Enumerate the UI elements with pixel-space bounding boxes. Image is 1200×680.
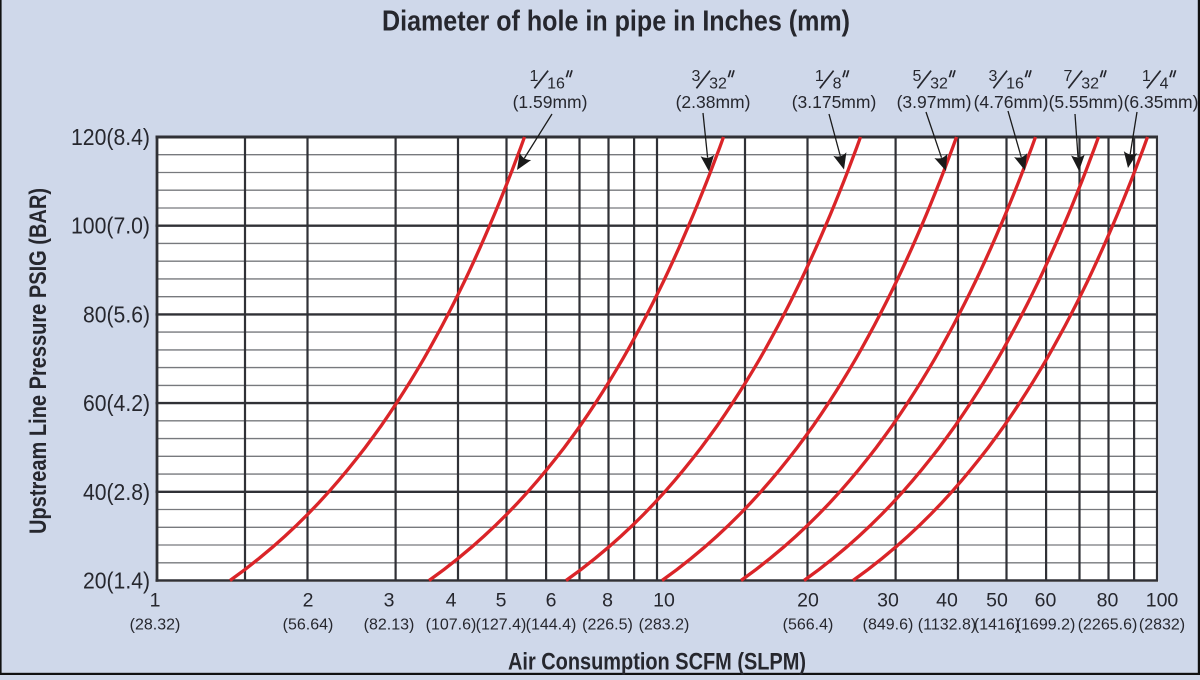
svg-text:(127.4): (127.4) xyxy=(476,617,527,634)
svg-text:(566.4): (566.4) xyxy=(783,617,834,634)
svg-text:40: 40 xyxy=(936,590,958,612)
svg-text:10: 10 xyxy=(653,590,675,612)
svg-text:(4.76mm): (4.76mm) xyxy=(974,92,1049,112)
svg-text:Upstream Line Pressure PSIG (B: Upstream Line Pressure PSIG (BAR) xyxy=(25,188,52,534)
svg-text:32: 32 xyxy=(709,75,727,92)
svg-text:Diameter of hole in pipe in In: Diameter of hole in pipe in Inches (mm) xyxy=(382,6,850,38)
svg-text:60(4.2): 60(4.2) xyxy=(83,390,150,416)
svg-text:20(1.4): 20(1.4) xyxy=(83,568,150,594)
svg-text:(107.6): (107.6) xyxy=(426,617,477,634)
svg-text:100(7.0): 100(7.0) xyxy=(71,213,150,239)
svg-text:(2265.6): (2265.6) xyxy=(1078,617,1138,634)
svg-text:1: 1 xyxy=(530,68,539,85)
svg-text:(2.38mm): (2.38mm) xyxy=(676,92,751,112)
svg-text:(3.97mm): (3.97mm) xyxy=(897,92,972,112)
svg-text:3: 3 xyxy=(384,590,395,612)
svg-text:7: 7 xyxy=(1064,68,1073,85)
svg-text:8: 8 xyxy=(602,590,613,612)
svg-text:1: 1 xyxy=(1142,68,1151,85)
svg-text:(1699.2): (1699.2) xyxy=(1016,617,1076,634)
svg-text:100: 100 xyxy=(1146,590,1179,612)
svg-text:16: 16 xyxy=(1006,75,1024,92)
svg-text:40(2.8): 40(2.8) xyxy=(83,479,150,505)
svg-text:6: 6 xyxy=(546,590,557,612)
svg-text:(1416): (1416) xyxy=(974,617,1020,634)
svg-text:(6.35mm): (6.35mm) xyxy=(1124,92,1199,112)
svg-text:(849.6): (849.6) xyxy=(863,617,914,634)
svg-text:(56.64): (56.64) xyxy=(283,617,334,634)
svg-text:(144.4): (144.4) xyxy=(526,617,577,634)
svg-text:(1132.8): (1132.8) xyxy=(918,617,976,634)
svg-text:16: 16 xyxy=(547,75,565,92)
svg-text:(1.59mm): (1.59mm) xyxy=(513,92,588,112)
svg-text:(226.5): (226.5) xyxy=(582,617,633,634)
svg-text:(82.13): (82.13) xyxy=(364,617,415,634)
svg-text:120(8.4): 120(8.4) xyxy=(71,124,150,150)
svg-text:50: 50 xyxy=(986,590,1008,612)
svg-text:32: 32 xyxy=(1081,75,1099,92)
svg-text:8: 8 xyxy=(833,75,842,92)
svg-text:3: 3 xyxy=(692,68,701,85)
svg-text:(5.55mm): (5.55mm) xyxy=(1049,92,1124,112)
svg-text:32: 32 xyxy=(930,75,948,92)
svg-text:80: 80 xyxy=(1097,590,1119,612)
svg-text:Air Consumption SCFM (SLPM): Air Consumption SCFM (SLPM) xyxy=(508,649,806,676)
svg-text:(2832): (2832) xyxy=(1139,617,1185,634)
svg-text:5: 5 xyxy=(913,68,922,85)
svg-text:20: 20 xyxy=(797,590,819,612)
svg-text:4: 4 xyxy=(446,590,457,612)
svg-text:2: 2 xyxy=(303,590,314,612)
svg-text:3: 3 xyxy=(989,68,998,85)
svg-text:(28.32): (28.32) xyxy=(130,617,181,634)
svg-text:5: 5 xyxy=(496,590,507,612)
svg-text:1: 1 xyxy=(150,590,161,612)
svg-text:30: 30 xyxy=(877,590,899,612)
svg-text:1: 1 xyxy=(815,68,824,85)
svg-text:(283.2): (283.2) xyxy=(639,617,690,634)
svg-text:(3.175mm): (3.175mm) xyxy=(792,92,877,112)
svg-text:60: 60 xyxy=(1035,590,1057,612)
svg-text:80(5.6): 80(5.6) xyxy=(83,301,150,327)
svg-text:4: 4 xyxy=(1160,75,1169,92)
